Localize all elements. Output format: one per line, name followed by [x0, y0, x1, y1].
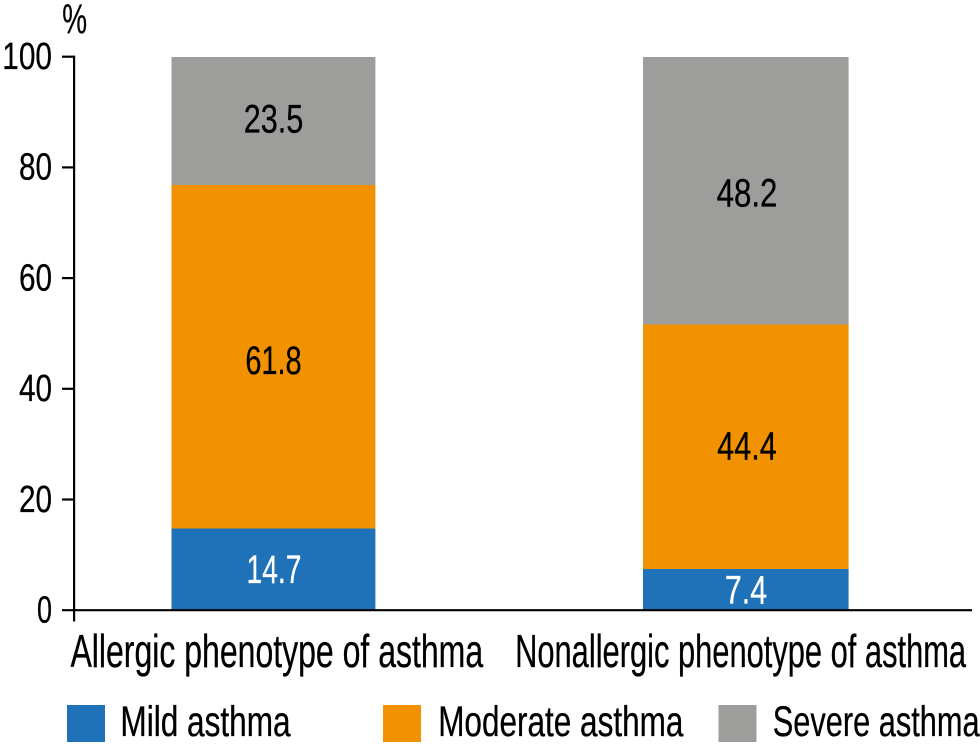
svg-text:14.7: 14.7	[247, 547, 302, 592]
svg-text:48.2: 48.2	[717, 170, 778, 215]
svg-text:Nonallergic phenotype of asthm: Nonallergic phenotype of asthma	[515, 625, 966, 677]
svg-text:60: 60	[19, 256, 52, 299]
svg-text:40: 40	[19, 367, 52, 410]
svg-text:20: 20	[19, 478, 52, 521]
svg-text:7.4: 7.4	[725, 568, 767, 613]
svg-text:Severe asthma: Severe asthma	[773, 698, 980, 745]
svg-text:23.5: 23.5	[244, 97, 304, 142]
svg-text:80: 80	[19, 146, 52, 189]
svg-text:0: 0	[37, 589, 52, 632]
svg-text:61.8: 61.8	[245, 338, 301, 383]
svg-text:100: 100	[2, 35, 52, 78]
svg-text:44.4: 44.4	[717, 424, 777, 469]
svg-text:%: %	[62, 0, 87, 43]
svg-text:Mild asthma: Mild asthma	[120, 698, 291, 745]
svg-text:Moderate asthma: Moderate asthma	[438, 698, 684, 745]
svg-text:Allergic phenotype of asthma: Allergic phenotype of asthma	[70, 625, 483, 677]
